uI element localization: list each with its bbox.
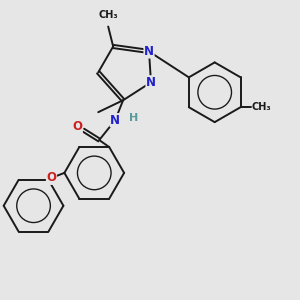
Text: N: N [110,114,120,127]
Text: N: N [146,76,156,89]
Text: O: O [46,171,56,184]
Text: H: H [129,113,138,123]
Text: N: N [144,45,154,58]
Text: CH₃: CH₃ [251,102,271,112]
Text: CH₃: CH₃ [98,10,118,20]
Text: O: O [72,120,82,133]
